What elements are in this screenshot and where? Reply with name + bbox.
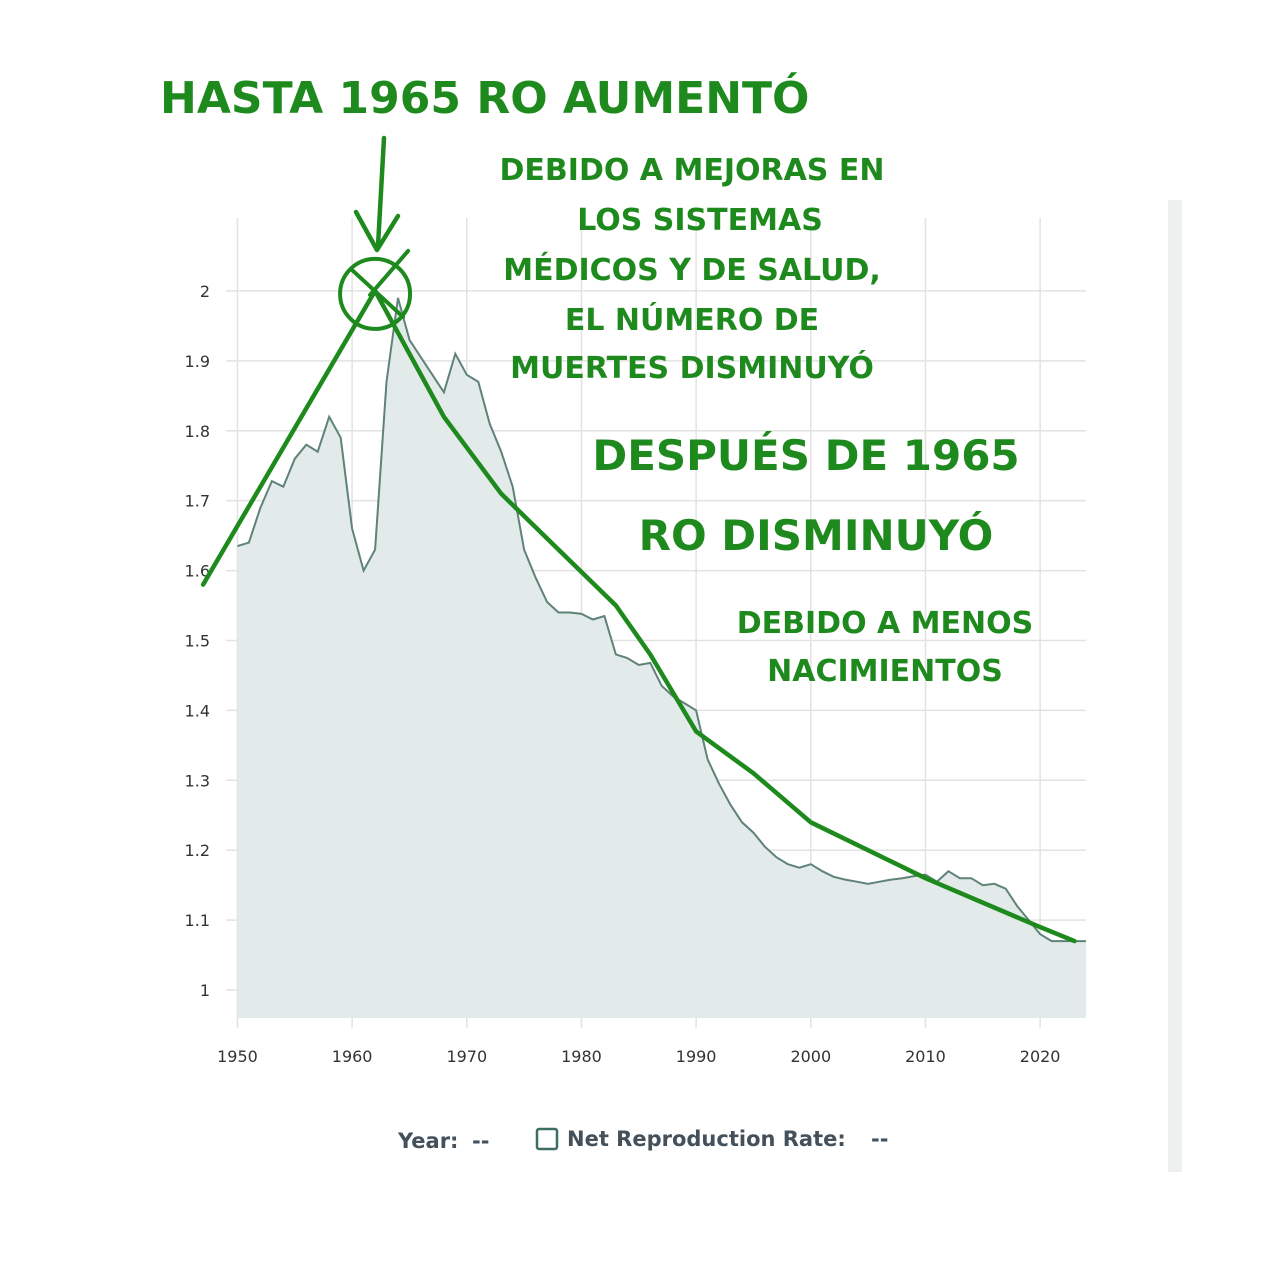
y-tick-label: 2 [200,282,210,301]
y-tick-label: 1.1 [185,911,210,930]
annotation-cause-line4: EL NÚMERO DE [565,301,819,338]
series-area [237,297,1086,1018]
panel-divider [1168,200,1182,1172]
peak-cross [351,268,406,319]
annotation-cause-line2: LOS SISTEMAS [577,203,823,238]
x-tick-label: 2020 [1020,1047,1061,1066]
peak-circle [338,256,413,331]
y-tick-label: 1.5 [185,631,210,650]
legend-swatch-icon[interactable] [535,1127,559,1151]
annotation-cause-line3: MÉDICOS Y DE SALUD, [503,252,881,288]
x-tick-label: 1950 [217,1047,258,1066]
y-tick-label: 1.8 [185,422,210,441]
annotation-cause-line5: MUERTES DISMINUYÓ [510,349,874,386]
trend-lines [200,288,1077,944]
arrow-head-icon [353,209,401,253]
trend-line-decline [372,288,1077,944]
x-tick-label: 1960 [332,1047,373,1066]
x-tick-label: 1970 [446,1047,487,1066]
arrow-shaft [375,135,387,249]
annotation-births-line2: NACIMIENTOS [767,654,1003,689]
x-tick-label: 2000 [790,1047,831,1066]
peak-highlight [338,135,413,331]
y-tick-label: 1.3 [185,771,210,790]
x-tick-label: 2010 [905,1047,946,1066]
y-tick-label: 1.7 [185,492,210,511]
y-tick-label: 1 [200,981,210,1000]
x-axis-ticks: 1950 1960 1970 1980 1990 2000 2010 2020 [217,1047,1060,1066]
annotation-cause-line1: DEBIDO A MEJORAS EN [500,153,885,188]
annotation-after-line2: RO DISMINUYÓ [639,510,994,560]
peak-cross [368,248,411,297]
annotation-after-line1: DESPUÉS DE 1965 [592,430,1019,480]
legend-year-value: -- [472,1129,489,1153]
y-tick-label: 1.4 [185,701,210,720]
legend-series-label: Net Reproduction Rate: [567,1127,846,1151]
legend-year-label: Year: [397,1129,458,1153]
y-axis-ticks: 1 1.1 1.2 1.3 1.4 1.5 1.6 1.7 1.8 1.9 2 [185,282,210,1000]
y-tick-label: 1.6 [185,562,210,581]
trend-line-rise [200,288,378,587]
x-tick-label: 1990 [676,1047,717,1066]
legend-series-value: -- [871,1127,888,1151]
annotation-births-line1: DEBIDO A MENOS [737,606,1034,641]
series-line [237,297,1086,943]
x-tick-label: 1980 [561,1047,602,1066]
y-tick-label: 1.9 [185,352,210,371]
y-tick-label: 1.2 [185,841,210,860]
annotation-title: HASTA 1965 RO AUMENTÓ [160,71,809,124]
